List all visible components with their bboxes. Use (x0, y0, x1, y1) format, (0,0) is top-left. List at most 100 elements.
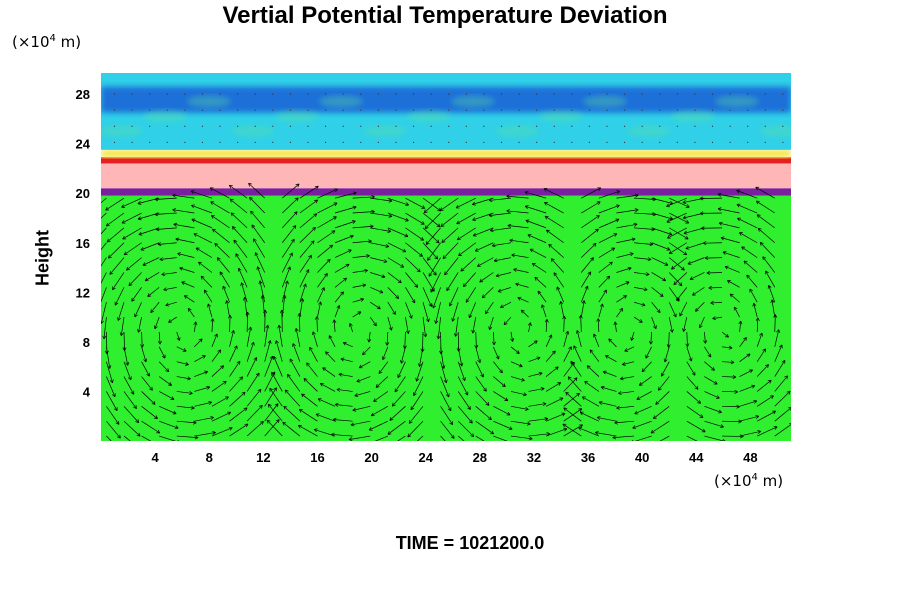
vector-arrow-head (511, 440, 513, 441)
vector-arrow (439, 197, 459, 211)
vector-arrow (123, 361, 132, 381)
vector-arrow-head (216, 257, 221, 262)
vector-arrow (616, 238, 636, 244)
vector-arrow (200, 275, 213, 288)
vector-arrow-head (529, 248, 534, 253)
vector-arrow (598, 247, 615, 258)
vector-arrow (422, 302, 429, 322)
vector-arrow-head (725, 333, 729, 338)
vector-arrow-head (415, 377, 420, 382)
vector-arrow (721, 361, 735, 363)
vector-arrow (325, 351, 336, 362)
vector-arrow (490, 227, 511, 232)
vector-arrow-head (356, 378, 361, 383)
vector-arrow-head (195, 247, 200, 252)
vector-arrow-head (472, 217, 477, 222)
vector-arrow (211, 396, 229, 407)
vector-arrow (241, 282, 248, 303)
vector-arrow-head (679, 312, 683, 317)
vector-arrow (510, 405, 529, 410)
vector-arrow (194, 432, 216, 437)
grid-dot (711, 109, 714, 111)
grid-dot (412, 109, 415, 111)
y-unit-prefix: (×10 (12, 33, 50, 51)
vector-arrow (292, 343, 301, 362)
vector-arrow-head (174, 425, 179, 430)
vector-arrow-head (749, 369, 753, 374)
y-tick-labels: 4 8 12 16 20 24 28 (76, 87, 91, 399)
upper-texture (759, 125, 791, 138)
vector-arrow-head (329, 244, 333, 249)
vector-arrow-head (495, 355, 500, 360)
vector-arrow-head (444, 271, 448, 276)
vector-arrow (219, 271, 230, 288)
vector-arrow (424, 212, 441, 229)
vector-arrow-head (451, 317, 456, 322)
grid-dot (184, 109, 186, 111)
vector-arrow-head (318, 301, 323, 306)
vector-arrow (184, 295, 195, 303)
vector-arrow (524, 191, 547, 199)
vector-arrow (317, 230, 336, 244)
vector-arrow (405, 257, 421, 273)
vector-arrow (238, 267, 248, 288)
vector-arrow-head (439, 207, 444, 212)
vector-arrow (493, 435, 508, 441)
vector-arrow (722, 251, 740, 258)
vector-arrow-head (370, 412, 375, 417)
vector-arrow (246, 326, 252, 347)
vector-arrow (472, 197, 494, 205)
grid-dot (324, 125, 327, 127)
vector-arrow (282, 225, 297, 243)
vector-arrow-head (121, 219, 126, 224)
vector-arrow (387, 257, 404, 268)
vector-arrow (475, 391, 490, 406)
vector-arrow (141, 376, 153, 391)
vector-arrow (774, 424, 791, 437)
grid-dot (324, 141, 327, 143)
vector-arrow (283, 405, 301, 422)
vector-arrow-head (354, 393, 359, 397)
vector-arrow-head (229, 198, 234, 203)
vector-arrow (356, 376, 371, 382)
vector-arrow (142, 257, 160, 266)
vector-arrow-head (161, 354, 166, 359)
vector-arrow-head (191, 218, 196, 223)
vector-arrow-head (138, 447, 141, 450)
vector-arrow (229, 423, 249, 437)
grid-dot (676, 141, 678, 143)
vector-arrow-head (579, 411, 584, 416)
vector-arrow (444, 257, 459, 276)
vector-arrow (266, 419, 283, 437)
vector-arrow (229, 184, 248, 199)
vector-arrow-head (525, 407, 529, 411)
upper-texture (715, 95, 759, 108)
vector-arrow-head (138, 231, 143, 236)
vector-arrow (387, 227, 409, 237)
vector-arrow-head (331, 432, 335, 437)
vector-arrow-head (265, 324, 270, 329)
vector-arrow (563, 346, 572, 362)
vector-arrow (352, 225, 374, 229)
vector-arrow-head (584, 285, 589, 290)
vector-arrow (465, 287, 477, 303)
vector-arrow (211, 333, 218, 347)
vector-arrow (749, 288, 758, 303)
vector-arrow-head (343, 277, 347, 282)
vector-arrow (729, 293, 740, 303)
vector-arrow-head (123, 251, 128, 256)
vector-arrow-head (477, 359, 482, 364)
vector-arrow-head (115, 420, 120, 425)
vector-arrow (634, 197, 657, 200)
vector-arrow (123, 391, 137, 409)
vector-arrow-head (619, 307, 623, 312)
vector-arrow (141, 346, 147, 363)
vector-arrow-head (756, 214, 761, 219)
vector-arrow (422, 197, 442, 212)
y-tick-20: 20 (76, 186, 90, 201)
vector-arrow-head (114, 301, 119, 306)
vector-arrow (492, 242, 511, 247)
vector-arrow-head (784, 375, 788, 380)
vector-arrow (739, 369, 753, 377)
